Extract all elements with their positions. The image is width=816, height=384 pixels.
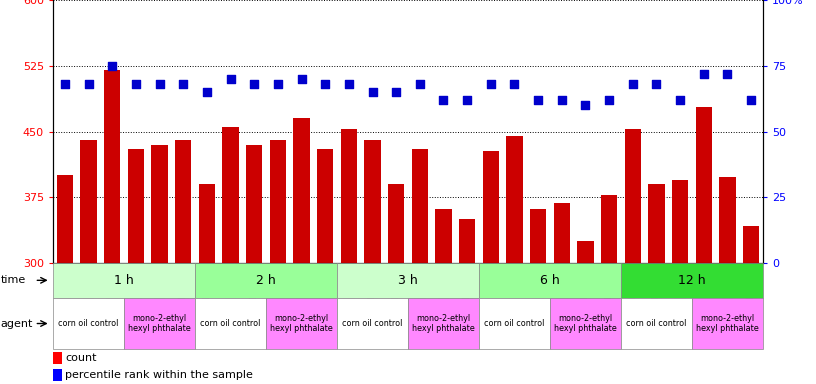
Bar — [80, 140, 97, 263]
Bar — [459, 219, 476, 263]
Bar — [621, 263, 763, 298]
Bar — [222, 127, 239, 263]
Text: mono-2-ethyl
hexyl phthalate: mono-2-ethyl hexyl phthalate — [696, 314, 759, 333]
Bar — [175, 140, 192, 263]
Point — [744, 97, 757, 103]
Point — [201, 89, 214, 95]
Point — [82, 81, 95, 87]
Bar — [53, 263, 195, 298]
Point — [721, 71, 734, 77]
Text: corn oil control: corn oil control — [343, 319, 402, 328]
Bar — [293, 118, 310, 263]
Bar — [388, 184, 405, 263]
Bar — [53, 352, 62, 364]
Bar — [364, 140, 381, 263]
Text: mono-2-ethyl
hexyl phthalate: mono-2-ethyl hexyl phthalate — [270, 314, 333, 333]
Point — [460, 97, 473, 103]
Bar — [621, 298, 692, 349]
Bar — [482, 151, 499, 263]
Bar — [317, 149, 334, 263]
Bar — [408, 298, 479, 349]
Bar — [479, 263, 621, 298]
Bar — [195, 298, 266, 349]
Point — [627, 81, 640, 87]
Point — [59, 81, 72, 87]
Point — [224, 76, 237, 82]
Bar — [337, 263, 479, 298]
Point — [532, 97, 545, 103]
Text: 2 h: 2 h — [256, 274, 276, 287]
Bar — [340, 129, 357, 263]
Point — [697, 71, 710, 77]
Bar — [719, 177, 736, 263]
Bar — [695, 107, 712, 263]
Bar — [435, 209, 452, 263]
Bar — [337, 298, 408, 349]
Text: count: count — [65, 353, 97, 363]
Bar — [266, 298, 337, 349]
Text: percentile rank within the sample: percentile rank within the sample — [65, 370, 253, 381]
Bar — [124, 298, 195, 349]
Bar — [479, 298, 550, 349]
Point — [343, 81, 356, 87]
Bar — [672, 180, 689, 263]
Text: 1 h: 1 h — [114, 274, 134, 287]
Text: corn oil control: corn oil control — [627, 319, 686, 328]
Point — [579, 102, 592, 108]
Point — [319, 81, 332, 87]
Point — [414, 81, 427, 87]
Point — [271, 81, 285, 87]
Point — [508, 81, 521, 87]
Bar — [127, 149, 144, 263]
Bar — [53, 298, 124, 349]
Text: agent: agent — [1, 318, 33, 329]
Point — [673, 97, 686, 103]
Bar — [530, 209, 547, 263]
Bar — [601, 195, 618, 263]
Point — [295, 76, 308, 82]
Point — [129, 81, 143, 87]
Text: mono-2-ethyl
hexyl phthalate: mono-2-ethyl hexyl phthalate — [128, 314, 191, 333]
Bar — [624, 129, 641, 263]
Point — [366, 89, 379, 95]
Bar — [550, 298, 621, 349]
Point — [106, 63, 119, 69]
Text: time: time — [1, 275, 26, 285]
Bar — [692, 298, 763, 349]
Bar — [648, 184, 665, 263]
Point — [555, 97, 568, 103]
Bar — [506, 136, 523, 263]
Text: 3 h: 3 h — [398, 274, 418, 287]
Point — [176, 81, 189, 87]
Bar — [56, 175, 73, 263]
Bar — [151, 145, 168, 263]
Bar — [553, 204, 570, 263]
Point — [153, 81, 166, 87]
Bar — [104, 70, 121, 263]
Point — [602, 97, 615, 103]
Bar — [246, 145, 263, 263]
Text: mono-2-ethyl
hexyl phthalate: mono-2-ethyl hexyl phthalate — [554, 314, 617, 333]
Point — [485, 81, 498, 87]
Text: 6 h: 6 h — [540, 274, 560, 287]
Point — [248, 81, 261, 87]
Bar — [198, 184, 215, 263]
Point — [390, 89, 403, 95]
Text: 12 h: 12 h — [678, 274, 706, 287]
Point — [437, 97, 450, 103]
Bar — [577, 241, 594, 263]
Text: corn oil control: corn oil control — [201, 319, 260, 328]
Text: corn oil control: corn oil control — [485, 319, 544, 328]
Bar — [53, 369, 62, 381]
Bar — [269, 140, 286, 263]
Text: corn oil control: corn oil control — [59, 319, 118, 328]
Bar — [195, 263, 337, 298]
Text: mono-2-ethyl
hexyl phthalate: mono-2-ethyl hexyl phthalate — [412, 314, 475, 333]
Point — [650, 81, 663, 87]
Bar — [743, 226, 760, 263]
Bar — [411, 149, 428, 263]
